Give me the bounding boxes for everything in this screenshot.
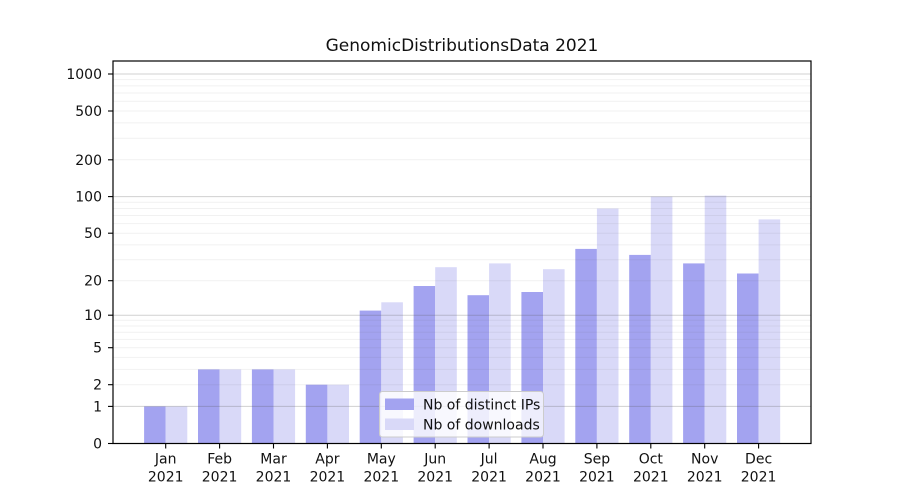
bar-downloads-mar [273,369,296,444]
bar-ips-oct [629,254,651,444]
legend-swatch-downloads [385,418,414,430]
x-tick-label: Feb 2021 [202,452,238,486]
y-tick-label: 100 [75,190,102,206]
y-tick-label: 1 [93,399,102,415]
x-tick-label: Nov 2021 [687,452,723,486]
tick-layer [108,73,760,449]
y-tick-label: 10 [84,308,102,324]
legend-label-downloads: Nb of downloads [423,418,540,434]
x-tick-label: Mar 2021 [256,452,292,486]
bar-downloads-jan [165,406,188,444]
x-tick-label: Sep 2021 [579,452,615,486]
y-tick-label: 2 [93,378,102,394]
bar-downloads-sep [596,208,619,444]
bar-ips-nov [683,263,705,444]
bar-downloads-feb [219,369,242,444]
bar-downloads-oct [650,196,673,444]
bar-downloads-nov [704,195,727,444]
bar-downloads-apr [327,384,349,444]
x-tick-label: Jul 2021 [471,452,507,486]
x-tick-label: Oct 2021 [633,452,669,486]
grid-layer [113,73,811,407]
x-tick-label: May 2021 [363,452,399,486]
y-tick-label: 200 [75,153,102,169]
bar-ips-feb [198,369,220,444]
y-tick-label: 1000 [66,67,102,83]
x-tick-label: Jan 2021 [148,452,184,486]
bar-ips-apr [305,384,328,444]
chart-title: GenomicDistributionsData 2021 [326,36,599,56]
bar-ips-sep [575,248,597,444]
y-tick-label: 0 [93,437,102,453]
bar-ips-jan [144,406,166,444]
bar-downloads-aug [543,269,565,444]
y-tick-label: 500 [75,104,102,120]
bar-ips-may [359,310,382,444]
x-tick-label: Apr 2021 [310,452,346,486]
x-tick-label: Aug 2021 [525,452,561,486]
legend: Nb of distinct IPs Nb of downloads [379,391,544,438]
bar-ips-dec [737,273,759,444]
y-tick-label: 20 [84,274,102,290]
legend-swatch-ips [385,398,414,410]
bar-ips-mar [251,369,274,444]
y-tick-label: 5 [93,341,102,357]
axes-spines [112,60,812,445]
y-tick-label: 50 [84,226,102,242]
x-tick-label: Jun 2021 [417,452,453,486]
x-tick-label: Dec 2021 [741,452,777,486]
bar-downloads-dec [758,219,781,444]
legend-label-ips: Nb of distinct IPs [423,398,540,414]
legend-box [379,391,544,438]
label-layer: 0 1 2 5 10 20 50 100 200 500 1000 Jan 2021 Feb 2021 Mar… [66,67,776,486]
